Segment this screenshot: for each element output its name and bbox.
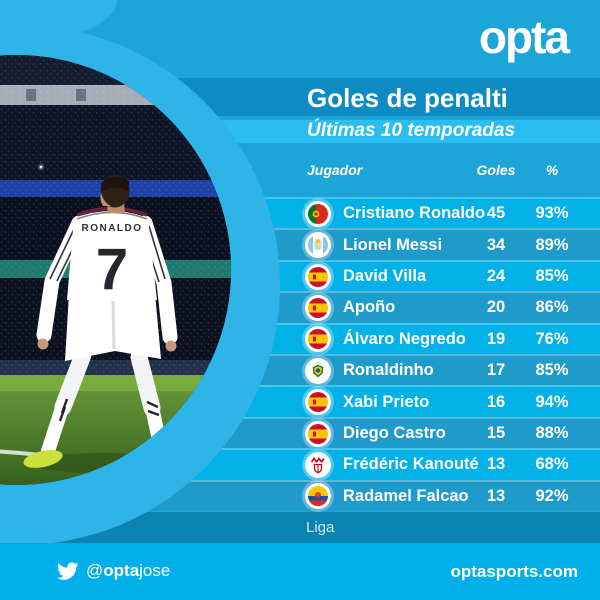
column-header-pct: %: [545, 162, 559, 178]
goals-value: 13: [486, 486, 506, 505]
column-header-goals: Goles: [476, 162, 516, 178]
goals-value: 17: [486, 361, 506, 380]
spain-flag-icon: [305, 420, 331, 447]
pct-value: 68%: [535, 455, 569, 474]
brazil-crest-icon: [305, 357, 331, 384]
twitter-handle-bold: opta: [103, 561, 140, 580]
pct-value: 85%: [535, 267, 569, 286]
goals-value: 16: [486, 392, 506, 411]
spain-flag-icon: [305, 389, 331, 416]
goals-value: 45: [486, 204, 506, 223]
pct-value: 85%: [535, 361, 569, 380]
player-name: Lionel Messi: [343, 235, 443, 254]
player-name: Cristiano Ronaldo: [343, 204, 486, 223]
player-name: Apoño: [343, 298, 396, 317]
twitter-bird-icon: [56, 561, 79, 581]
pct-value: 86%: [535, 298, 569, 317]
column-header-player: Jugador: [307, 162, 363, 178]
colombia-crest-icon: [305, 483, 331, 510]
player-name: Xabi Prieto: [343, 392, 430, 411]
svg-text:RONALDO: RONALDO: [81, 223, 142, 234]
spain-flag-icon: [305, 263, 331, 290]
goals-value: 13: [486, 455, 506, 474]
pct-value: 76%: [535, 329, 569, 348]
pct-value: 93%: [535, 204, 569, 223]
argentina-crest-icon: [305, 232, 331, 259]
player-name: Diego Castro: [343, 424, 446, 443]
goals-value: 19: [486, 329, 506, 348]
pct-value: 89%: [535, 235, 569, 254]
goals-value: 34: [486, 235, 506, 254]
svg-text:7: 7: [96, 237, 128, 302]
goals-value: 15: [486, 424, 506, 443]
spain-flag-icon: [305, 326, 331, 353]
competition-footnote: Liga: [306, 519, 335, 536]
goals-value: 24: [486, 267, 506, 286]
twitter-handle-rest: jose: [139, 561, 171, 580]
player-name: Ronaldinho: [343, 361, 434, 380]
page-title: Goles de penalti: [307, 83, 508, 113]
twitter-at: @: [86, 561, 104, 580]
player-name: David Villa: [343, 267, 427, 286]
website-link[interactable]: optasports.com: [450, 562, 578, 581]
page-subtitle: Últimas 10 temporadas: [307, 120, 516, 141]
portugal-flag-icon: [305, 200, 331, 227]
footer-bar: [0, 543, 600, 600]
spain-flag-icon: [305, 294, 331, 321]
pct-value: 88%: [535, 424, 569, 443]
player-name: Frédéric Kanouté: [343, 455, 479, 474]
pct-value: 92%: [535, 486, 569, 505]
player-name: Radamel Falcao: [343, 486, 469, 505]
twitter-handle-link[interactable]: @ opta jose: [56, 561, 170, 581]
opta-logo: opta: [478, 11, 570, 63]
sevilla-crest-icon: [305, 451, 331, 478]
goals-value: 20: [486, 298, 506, 317]
player-name: Álvaro Negredo: [343, 329, 466, 348]
pct-value: 94%: [535, 392, 569, 411]
